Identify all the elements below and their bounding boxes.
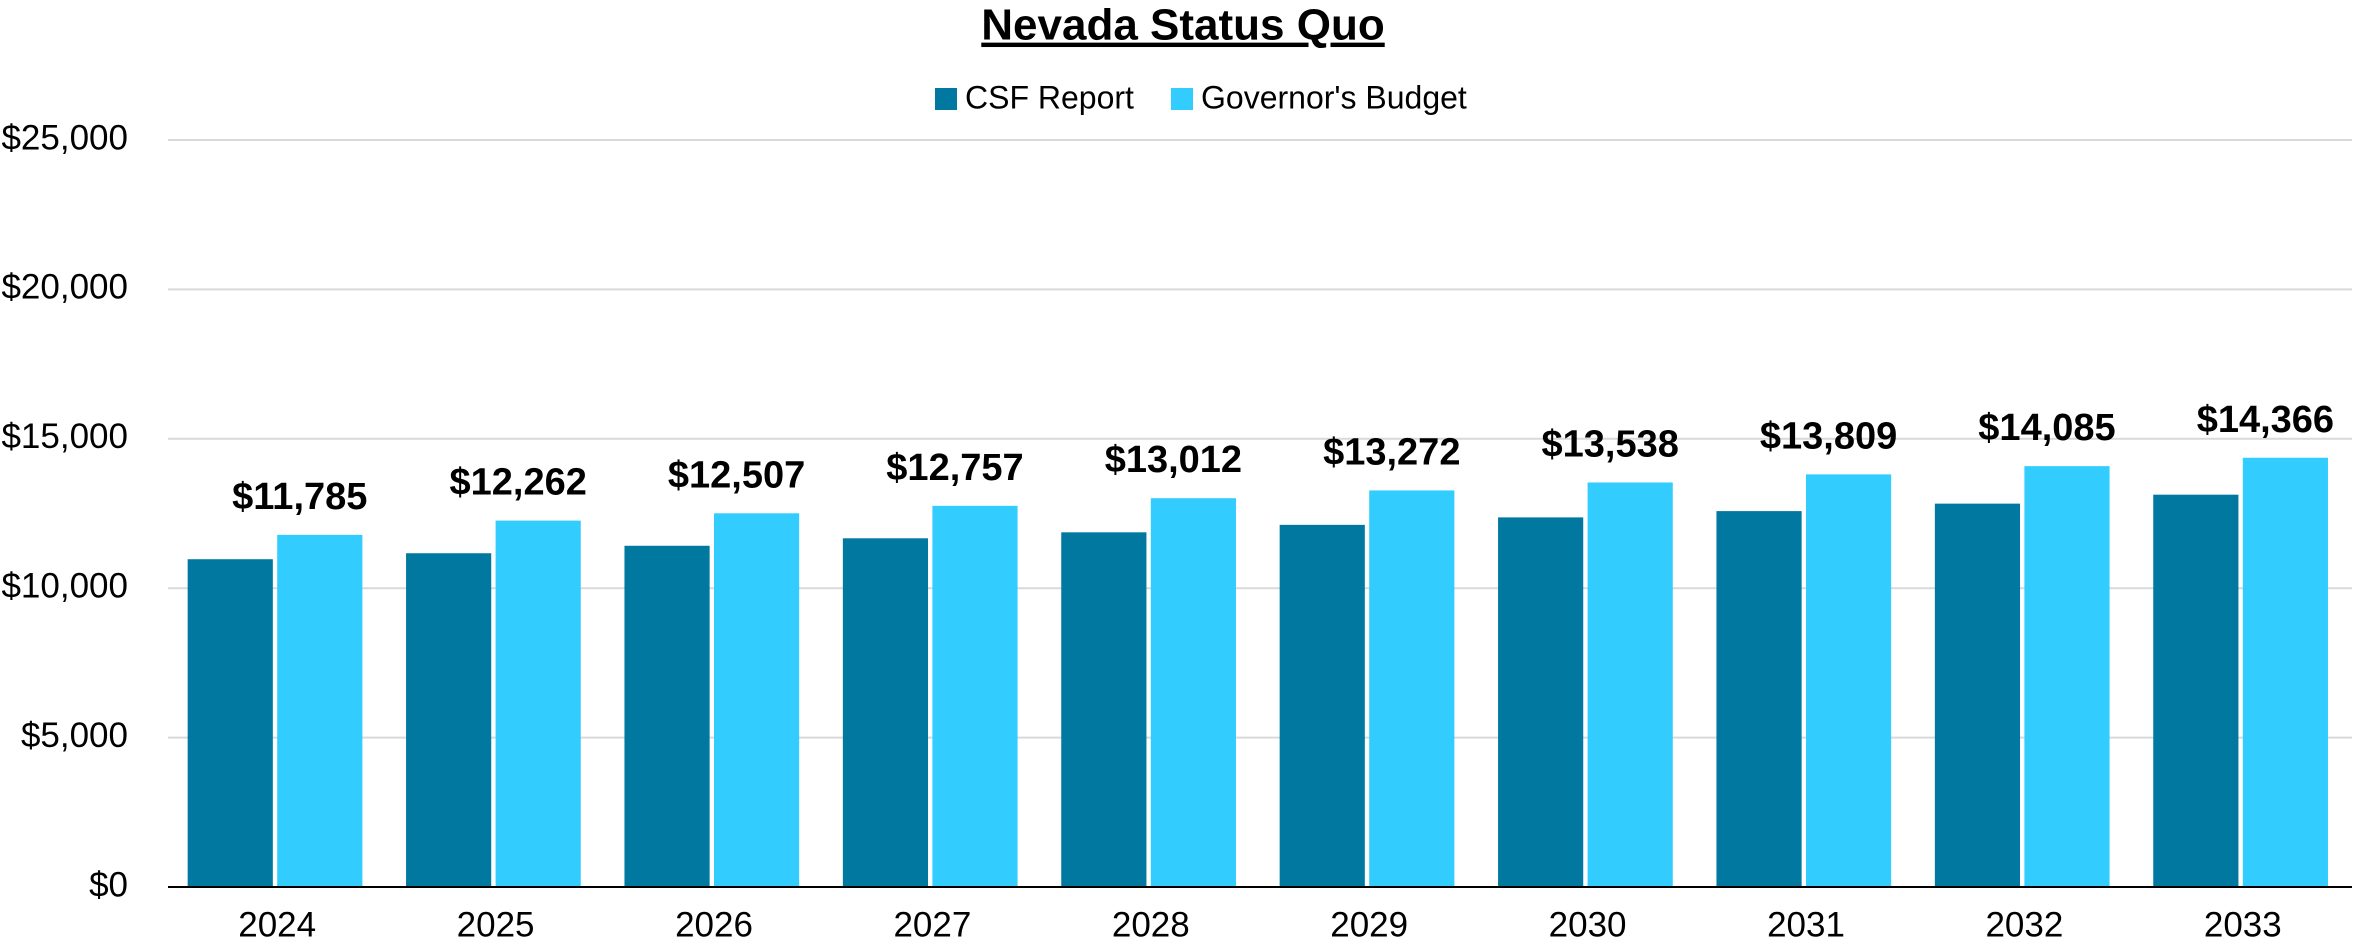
x-tick-label: 2026 [675, 905, 753, 944]
legend-label: Governor's Budget [1201, 79, 1467, 115]
legend-label: CSF Report [965, 79, 1134, 115]
data-label: $11,785 [232, 476, 367, 518]
bar [932, 505, 1018, 887]
bar [2153, 494, 2239, 887]
bar [2024, 466, 2110, 887]
data-label: $12,262 [450, 462, 587, 504]
chart-title: Nevada Status Quo [981, 1, 1384, 50]
x-tick-label: 2028 [1112, 905, 1190, 944]
bar [1061, 532, 1147, 887]
bar [714, 513, 800, 887]
legend-swatch [1171, 88, 1193, 110]
x-tick-label: 2027 [893, 905, 971, 944]
y-tick-label: $15,000 [1, 417, 128, 456]
x-tick-label: 2025 [457, 905, 535, 944]
bar [1369, 490, 1455, 887]
x-tick-label: 2033 [2204, 905, 2282, 944]
y-tick-label: $20,000 [1, 268, 128, 307]
data-label: $13,272 [1323, 431, 1460, 473]
bar [1934, 503, 2021, 887]
y-tick-label: $10,000 [1, 566, 128, 605]
x-tick-label: 2024 [238, 905, 316, 944]
data-label: $13,809 [1760, 415, 1897, 457]
bar [1150, 498, 1236, 887]
bar [1716, 511, 1802, 887]
bar [842, 538, 929, 887]
data-label: $14,366 [2197, 399, 2334, 441]
bar [1587, 482, 1673, 887]
x-tick-label: 2031 [1767, 905, 1845, 944]
data-label: $12,757 [886, 447, 1023, 489]
bar [1498, 517, 1584, 887]
bar [1279, 524, 1365, 887]
data-label: $14,085 [1978, 407, 2115, 449]
bar [277, 534, 363, 887]
y-tick-label: $0 [89, 865, 128, 904]
x-tick-label: 2029 [1330, 905, 1408, 944]
bar [406, 553, 492, 887]
bar [624, 545, 710, 887]
bar [495, 520, 581, 887]
data-label: $13,012 [1105, 439, 1242, 481]
y-tick-label: $5,000 [21, 716, 128, 755]
data-label: $12,507 [668, 454, 805, 496]
data-label: $13,538 [1542, 424, 1679, 466]
bar [187, 559, 273, 887]
bar [2242, 457, 2328, 887]
y-tick-label: $25,000 [1, 118, 128, 157]
x-tick-label: 2032 [1985, 905, 2063, 944]
bar [1806, 474, 1892, 887]
legend-swatch [935, 88, 957, 110]
x-tick-label: 2030 [1549, 905, 1627, 944]
